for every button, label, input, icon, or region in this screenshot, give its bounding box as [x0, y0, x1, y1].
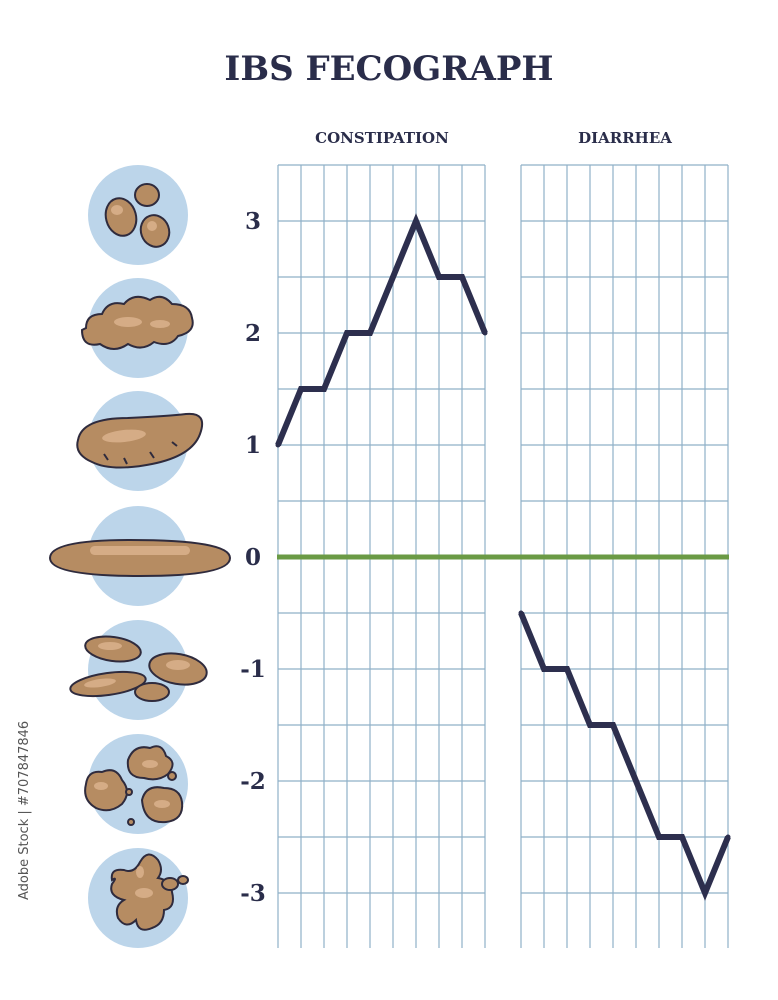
y-axis-ticks: 3 2 1 0 -1 -2 -3	[240, 208, 266, 907]
data-points	[275, 218, 731, 896]
data-point	[656, 834, 662, 840]
cracked-sausage-icon	[76, 391, 204, 491]
data-point	[298, 386, 304, 392]
data-point	[390, 274, 396, 280]
data-point	[564, 666, 570, 672]
data-point	[725, 834, 731, 840]
data-point	[367, 330, 373, 336]
data-point	[541, 666, 547, 672]
data-point	[436, 274, 442, 280]
data-point	[321, 386, 327, 392]
y-tick-label: 1	[245, 432, 261, 459]
data-point	[679, 834, 685, 840]
y-tick-label: -2	[240, 768, 266, 795]
hard-lumps-icon	[88, 165, 188, 265]
data-point	[587, 722, 593, 728]
data-point	[702, 890, 708, 896]
constipation-line	[275, 213, 488, 447]
chart-title: IBS FECOGRAPH	[224, 49, 553, 89]
panel-title-constipation: CONSTIPATION	[315, 129, 449, 147]
watery-icon	[88, 848, 189, 948]
data-point	[610, 722, 616, 728]
lumpy-sausage-icon	[80, 278, 194, 378]
diarrhea-line	[518, 611, 731, 901]
stool-icons	[48, 165, 232, 948]
y-tick-label: 0	[245, 544, 261, 571]
data-point	[275, 442, 281, 448]
y-tick-label: -3	[240, 880, 266, 907]
data-point	[413, 218, 419, 224]
data-point	[518, 610, 524, 616]
y-tick-label: -1	[240, 656, 266, 683]
fluffy-pieces-icon	[84, 734, 188, 834]
y-tick-label: 3	[245, 208, 261, 235]
data-point	[344, 330, 350, 336]
data-point	[482, 330, 488, 336]
smooth-sausage-icon	[48, 506, 232, 606]
y-tick-label: 2	[245, 320, 261, 347]
panel-title-diarrhea: DIARRHEA	[578, 129, 672, 147]
soft-blobs-icon	[69, 620, 208, 720]
stock-credit: Adobe Stock | #707847846	[17, 721, 32, 900]
data-point	[459, 274, 465, 280]
data-point	[633, 778, 639, 784]
